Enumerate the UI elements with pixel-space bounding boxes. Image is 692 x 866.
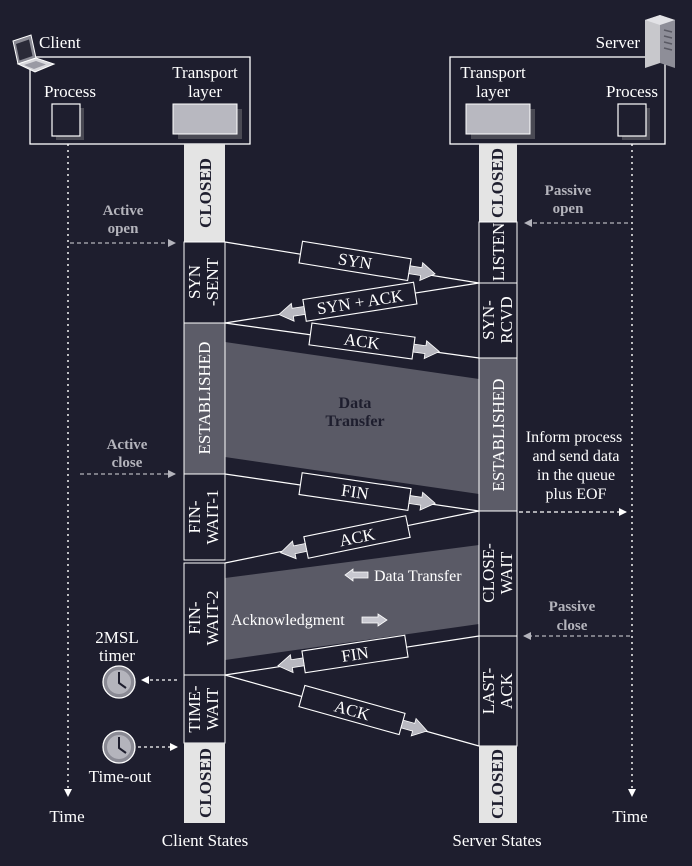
laptop-icon bbox=[12, 34, 56, 73]
client-fin-wait-1-label-1: FIN- bbox=[185, 500, 204, 533]
clock-icon-timeout bbox=[102, 730, 136, 764]
server-process-label: Process bbox=[606, 82, 658, 101]
client-transport-icon bbox=[172, 103, 238, 135]
passive-close-label-1: Passive bbox=[549, 599, 596, 615]
client-process-icon bbox=[51, 103, 81, 137]
server-state-closed-top bbox=[479, 144, 517, 222]
client-time-wait-label-1: TIME- bbox=[185, 685, 204, 733]
client-process-label: Process bbox=[44, 82, 96, 101]
data-transfer-label-2: Transfer bbox=[325, 413, 384, 430]
passive-close-label-2: close bbox=[557, 618, 588, 634]
server-box bbox=[449, 56, 666, 145]
client-time-wait-label-2: WAIT bbox=[203, 687, 222, 730]
passive-open-label-2: open bbox=[553, 201, 585, 217]
inform-label-2: and send data bbox=[532, 448, 619, 465]
server-established-label: ESTABLISHED bbox=[489, 379, 508, 492]
inform-label-1: Inform process bbox=[526, 429, 622, 446]
server-state-last-ack bbox=[478, 635, 518, 747]
server-listen-label: LISTEN bbox=[489, 223, 508, 282]
client-state-closed-top bbox=[184, 144, 225, 242]
timer-label-1: 2MSL bbox=[95, 628, 138, 647]
client-closed-bottom-label: CLOSED bbox=[196, 748, 215, 818]
ack-segment-label-3: ACK bbox=[332, 697, 372, 725]
server-transport-label-1: Transport bbox=[460, 63, 526, 82]
server-transport-label-2: layer bbox=[476, 82, 510, 101]
server-closed-bottom-label: CLOSED bbox=[488, 749, 507, 819]
server-last-ack-label-2: ACK bbox=[497, 672, 516, 709]
active-close-label-2: close bbox=[112, 455, 143, 471]
fin-segment-2: FIN bbox=[277, 634, 409, 674]
server-state-listen bbox=[478, 221, 518, 284]
data-transfer-region bbox=[225, 342, 479, 494]
client-closed-top-label: CLOSED bbox=[196, 158, 215, 228]
server-last-ack-label-1: LAST- bbox=[479, 667, 498, 714]
ack-segment-label-1: ACK bbox=[343, 330, 382, 354]
client-established-label: ESTABLISHED bbox=[195, 342, 214, 455]
fin-segment-label-2: FIN bbox=[340, 643, 370, 666]
client-state-fin-wait-2 bbox=[183, 562, 226, 676]
server-closed-top-label: CLOSED bbox=[488, 148, 507, 218]
active-open-label-1: Active bbox=[103, 203, 144, 219]
ack-segment-3: ACK bbox=[298, 684, 428, 737]
ack-segment-2: ACK bbox=[279, 515, 411, 560]
client-transport-label-2: layer bbox=[188, 82, 222, 101]
data-transfer-left-arrow-icon bbox=[344, 568, 369, 582]
server-close-wait-label-1: CLOSE- bbox=[479, 543, 498, 603]
client-time-label: Time bbox=[49, 807, 84, 826]
client-state-established bbox=[183, 322, 226, 475]
syn-ack-segment: SYN + ACK bbox=[278, 281, 418, 322]
half-close-data-transfer-label: Data Transfer bbox=[374, 568, 462, 585]
acknowledgment-right-arrow-icon bbox=[361, 613, 388, 627]
clock-icon-timer bbox=[102, 665, 136, 699]
active-open-label-2: open bbox=[108, 221, 140, 237]
client-state-closed-bottom bbox=[184, 743, 225, 823]
client-state-fin-wait-1 bbox=[183, 473, 226, 561]
client-states-caption: Client States bbox=[162, 831, 248, 850]
timeout-label: Time-out bbox=[89, 767, 152, 786]
ack-segment-1: ACK bbox=[308, 322, 441, 360]
client-fin-wait-2-label-1: FIN- bbox=[185, 601, 204, 634]
server-states-caption: Server States bbox=[452, 831, 541, 850]
server-syn-rcvd-label-1: SYN- bbox=[479, 300, 498, 340]
server-syn-rcvd-label-2: RCVD bbox=[497, 296, 516, 343]
half-close-data-region bbox=[225, 545, 479, 660]
client-box bbox=[29, 56, 251, 145]
client-transport-label-1: Transport bbox=[172, 63, 238, 82]
client-syn-sent-label-1: SYN bbox=[185, 265, 204, 299]
server-label: Server bbox=[596, 33, 641, 52]
active-close-label-1: Active bbox=[107, 437, 148, 453]
server-close-wait-label-2: WAIT bbox=[497, 551, 516, 594]
fin-segment-1: FIN bbox=[298, 472, 436, 512]
server-time-label: Time bbox=[612, 807, 647, 826]
server-state-close-wait bbox=[478, 510, 518, 637]
server-state-established bbox=[478, 357, 518, 512]
client-fin-wait-1-label-2: WAIT-1 bbox=[203, 489, 222, 544]
server-tower-icon bbox=[645, 15, 675, 68]
client-syn-sent-label-2: -SENT bbox=[203, 257, 222, 306]
timer-label-2: timer bbox=[99, 646, 135, 665]
passive-open-label-1: Passive bbox=[545, 183, 592, 199]
server-state-syn-rcvd bbox=[478, 282, 518, 359]
fin-segment-label-1: FIN bbox=[340, 481, 370, 504]
inform-label-3: in the queue bbox=[537, 467, 615, 484]
inform-label-4: plus EOF bbox=[546, 486, 607, 503]
server-process-icon bbox=[617, 103, 647, 137]
client-fin-wait-2-label-2: WAIT-2 bbox=[203, 590, 222, 645]
server-state-closed-bottom bbox=[479, 746, 517, 823]
acknowledgment-label: Acknowledgment bbox=[231, 612, 345, 629]
server-transport-icon bbox=[465, 103, 531, 135]
syn-segment: SYN bbox=[298, 240, 436, 282]
client-label: Client bbox=[39, 33, 81, 52]
client-state-syn-sent bbox=[183, 241, 226, 324]
data-transfer-label-1: Data bbox=[339, 395, 372, 412]
